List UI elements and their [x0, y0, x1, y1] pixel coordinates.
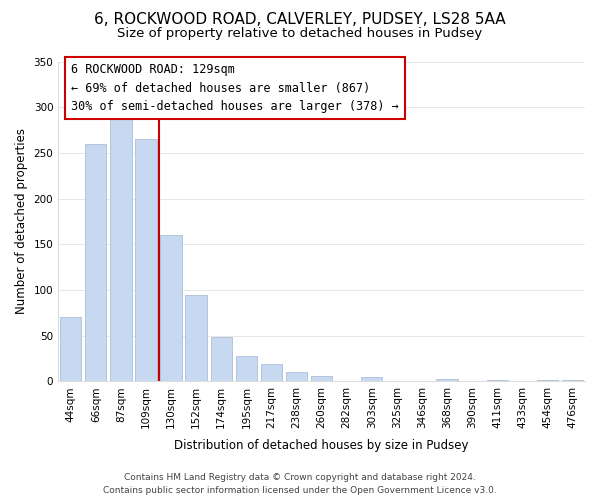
Bar: [160, 235, 182, 382]
Bar: [537, 380, 558, 382]
Bar: [361, 377, 382, 382]
Bar: [487, 380, 508, 382]
Bar: [436, 378, 458, 382]
Bar: [311, 376, 332, 382]
Bar: [185, 294, 207, 382]
Bar: [562, 380, 583, 382]
Bar: [211, 336, 232, 382]
Text: 6 ROCKWOOD ROAD: 129sqm
← 69% of detached houses are smaller (867)
30% of semi-d: 6 ROCKWOOD ROAD: 129sqm ← 69% of detache…: [71, 64, 399, 114]
Bar: [60, 318, 82, 382]
Text: 6, ROCKWOOD ROAD, CALVERLEY, PUDSEY, LS28 5AA: 6, ROCKWOOD ROAD, CALVERLEY, PUDSEY, LS2…: [94, 12, 506, 28]
Bar: [110, 116, 131, 382]
X-axis label: Distribution of detached houses by size in Pudsey: Distribution of detached houses by size …: [175, 440, 469, 452]
Bar: [286, 372, 307, 382]
Bar: [261, 364, 282, 382]
Text: Size of property relative to detached houses in Pudsey: Size of property relative to detached ho…: [118, 28, 482, 40]
Y-axis label: Number of detached properties: Number of detached properties: [15, 128, 28, 314]
Bar: [85, 144, 106, 382]
Bar: [136, 139, 157, 382]
Text: Contains HM Land Registry data © Crown copyright and database right 2024.
Contai: Contains HM Land Registry data © Crown c…: [103, 473, 497, 495]
Bar: [236, 356, 257, 382]
